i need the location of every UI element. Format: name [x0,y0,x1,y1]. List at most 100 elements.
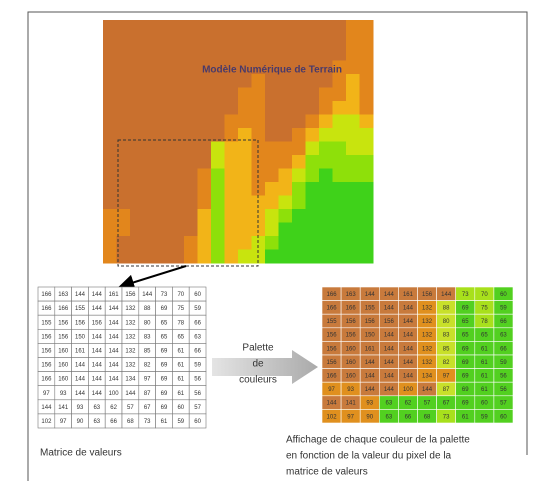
cell-value: 93 [366,401,373,407]
terrain-pixel [184,61,198,75]
terrain-pixel [103,223,117,237]
terrain-pixel [144,155,158,169]
cell-value: 144 [365,387,376,393]
terrain-pixel [279,223,293,237]
cell-value: 69 [161,391,168,397]
terrain-pixel [252,34,266,48]
terrain-pixel [157,223,171,237]
cell-value: 78 [481,319,488,325]
terrain-pixel [319,182,333,196]
terrain-pixel [144,101,158,115]
terrain-pixel [171,47,185,61]
terrain-pixel [184,101,198,115]
terrain-pixel [238,20,252,34]
terrain-pixel [103,47,117,61]
terrain-pixel [184,209,198,223]
terrain-pixel [184,236,198,250]
terrain-pixel [252,223,266,237]
terrain-pixel [198,182,212,196]
terrain-pixel [103,101,117,115]
cell-value: 69 [161,363,168,369]
terrain-pixel [157,101,171,115]
terrain-pixel [238,250,252,264]
terrain-pixel [319,196,333,210]
cell-value: 144 [384,360,395,366]
terrain-pixel [225,34,239,48]
terrain-pixel [238,182,252,196]
cell-value: 141 [346,401,357,407]
terrain-pixel [144,74,158,88]
terrain-pixel [252,88,266,102]
terrain-pixel [360,209,374,223]
diagram: Modèle Numérique de Terrain 166163144144… [0,0,537,481]
cell-value: 144 [92,363,103,369]
terrain-pixel [360,155,374,169]
cell-value: 60 [177,405,184,411]
terrain-pixel [279,115,293,129]
cell-value: 87 [144,391,151,397]
terrain-pixel [265,34,279,48]
terrain-pixel [225,182,239,196]
cell-value: 144 [403,319,414,325]
terrain-pixel [265,20,279,34]
terrain-pixel [333,142,347,156]
cell-value: 87 [443,387,450,393]
cell-value: 73 [144,419,151,425]
terrain-pixel [130,142,144,156]
cell-value: 144 [92,334,103,340]
cell-value: 66 [500,319,507,325]
cell-value: 69 [462,346,469,352]
cell-value: 160 [346,373,357,379]
cell-value: 166 [41,306,52,312]
terrain-pixel [360,182,374,196]
cell-value: 161 [403,292,414,298]
cell-value: 73 [462,292,469,298]
terrain-pixel [346,128,360,142]
terrain-pixel [184,74,198,88]
terrain-pixel [360,20,374,34]
terrain-pixel [157,20,171,34]
cell-value: 144 [441,292,452,298]
terrain-pixel [238,74,252,88]
terrain-pixel [103,196,117,210]
terrain-pixel [103,88,117,102]
cell-value: 156 [58,334,69,340]
terrain-pixel [103,169,117,183]
terrain-pixel [265,115,279,129]
terrain-pixel [103,128,117,142]
cell-value: 155 [75,306,86,312]
cell-value: 62 [110,405,117,411]
cell-value: 144 [109,334,120,340]
terrain-pixel [333,128,347,142]
cell-value: 65 [161,320,168,326]
terrain-pixel [225,142,239,156]
cell-value: 61 [177,391,184,397]
cell-value: 59 [500,360,507,366]
terrain-pixel [130,115,144,129]
cell-value: 156 [58,320,69,326]
cell-value: 132 [125,320,136,326]
terrain-pixel [360,169,374,183]
terrain-pixel [333,34,347,48]
result-caption: matrice de valeurs [286,467,368,478]
terrain-pixel [265,236,279,250]
terrain-pixel [184,182,198,196]
cell-value: 67 [144,405,151,411]
terrain-pixel [211,74,225,88]
terrain-pixel [130,182,144,196]
terrain-pixel [130,20,144,34]
terrain-pixel [360,34,374,48]
cell-value: 132 [125,363,136,369]
terrain-pixel [306,101,320,115]
terrain-pixel [306,196,320,210]
cell-value: 166 [327,292,338,298]
terrain-pixel [319,236,333,250]
terrain-pixel [319,223,333,237]
cell-value: 69 [161,306,168,312]
terrain-pixel [360,236,374,250]
terrain-pixel [279,20,293,34]
cell-value: 73 [161,292,168,298]
cell-value: 163 [346,292,357,298]
terrain-pixel [117,250,131,264]
cell-value: 144 [384,346,395,352]
